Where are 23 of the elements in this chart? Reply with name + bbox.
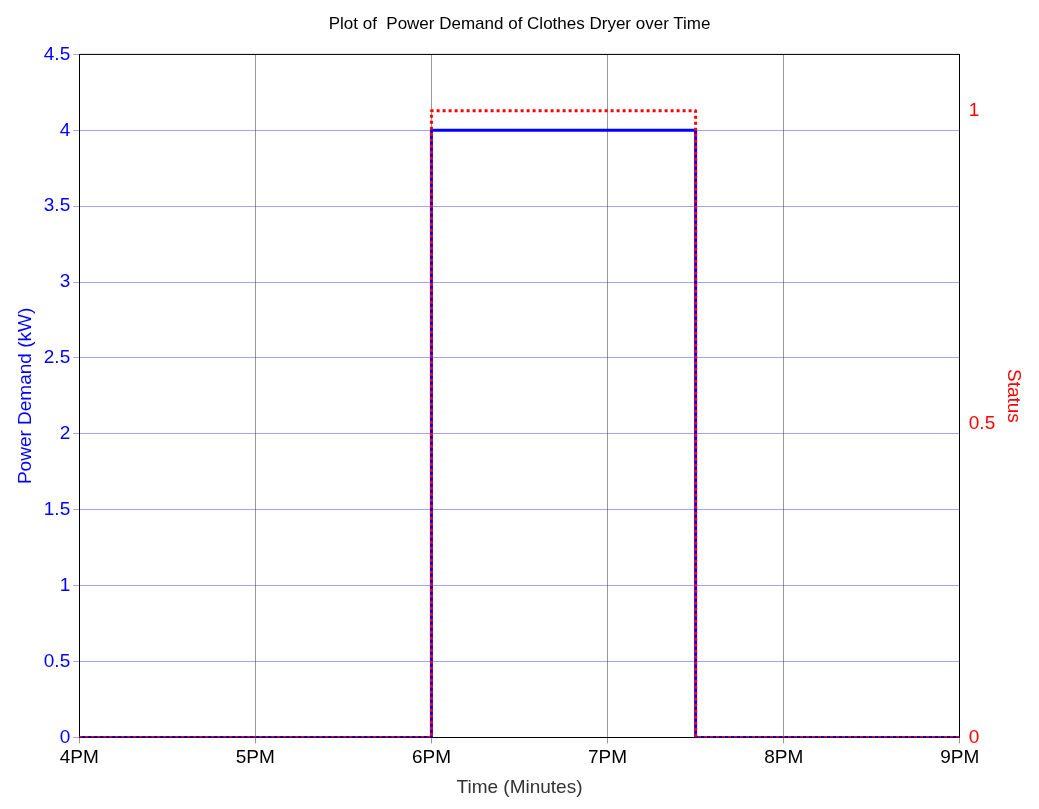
y-tick-label: 3: [59, 270, 71, 292]
y-tick-label: 1.5: [43, 497, 71, 519]
y2-tick-label: 0.5: [968, 412, 996, 434]
y-tick-label: 2: [59, 422, 71, 444]
y-tick-label: 4.5: [43, 42, 71, 64]
x-tick-label: 5PM: [235, 746, 275, 768]
y-axis-title: Power Demand (kW): [13, 307, 35, 485]
x-tick-label: 4PM: [59, 746, 99, 768]
y-tick-label: 0.5: [43, 649, 71, 671]
x-tick-label: 6PM: [411, 746, 451, 768]
chart-title: Plot of Power Demand of Clothes Dryer over Time: [328, 13, 711, 33]
x-axis-title: Time (Minutes): [456, 775, 583, 797]
y-tick-label: 0: [59, 725, 71, 747]
x-tick-label: 7PM: [588, 746, 628, 768]
x-tick-label: 9PM: [940, 746, 980, 768]
x-tick-label: 8PM: [764, 746, 804, 768]
y-tick-label: 4: [59, 118, 71, 140]
y-tick-label: 1: [59, 573, 71, 595]
y-tick-label: 3.5: [43, 194, 71, 216]
y2-tick-label: 0: [968, 725, 980, 747]
y2-axis-title: Status: [1004, 368, 1026, 423]
y2-tick-label: 1: [968, 99, 980, 121]
y-tick-label: 2.5: [43, 346, 71, 368]
